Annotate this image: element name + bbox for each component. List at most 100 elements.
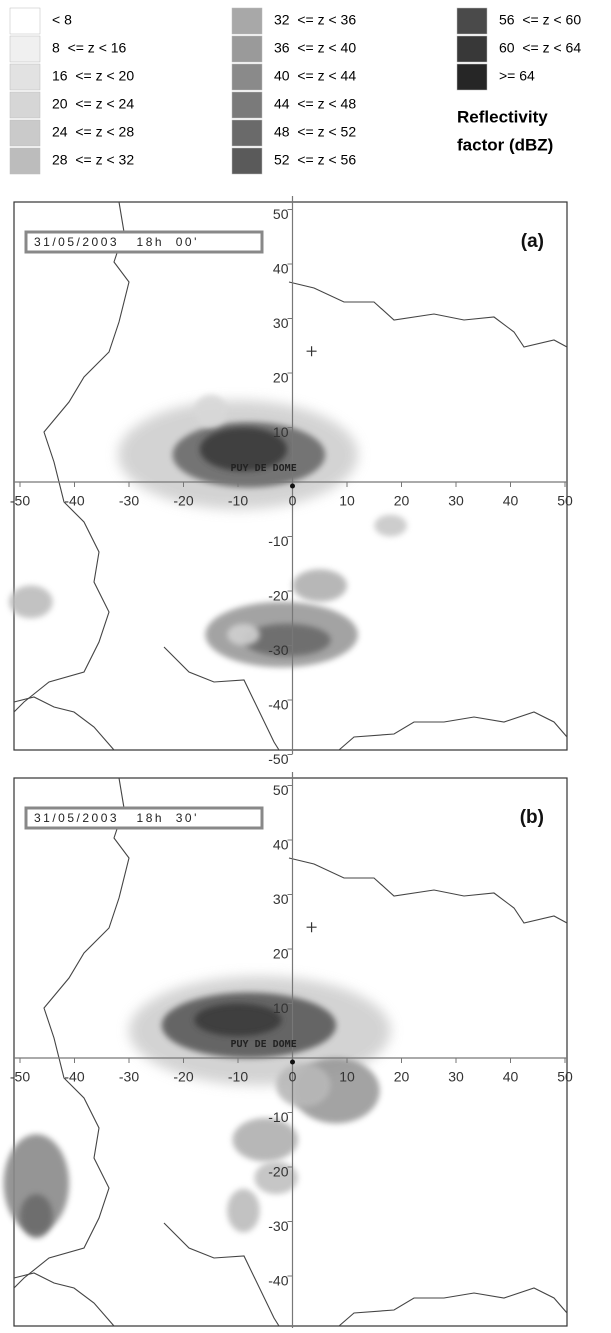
radar-panel: -50 -40 -30 -20 -10 0 10 20 30 40 50 50 40 30 20 10 -10 -… — [9, 196, 573, 767]
timestamp: 31/05/2003 18h 30' — [34, 811, 199, 825]
legend-swatch — [9, 35, 41, 63]
y-tick-label: 40 — [273, 261, 289, 277]
radar-echo — [194, 1003, 282, 1037]
x-tick-label: 40 — [503, 1069, 519, 1085]
x-tick-label: 0 — [289, 493, 297, 509]
border-line — [163, 646, 280, 751]
legend-label: 44 <= z < 48 — [274, 96, 356, 112]
legend-swatch — [9, 63, 41, 91]
y-tick-label: 50 — [273, 782, 289, 798]
x-tick-label: 30 — [448, 1069, 464, 1085]
place-name: PUY DE DOME — [231, 463, 297, 474]
x-tick-label: -10 — [228, 1069, 248, 1085]
x-tick-label: 0 — [289, 1069, 297, 1085]
radar-echo — [20, 1194, 53, 1238]
y-tick-label: -50 — [268, 751, 288, 767]
legend-swatch — [231, 91, 263, 119]
x-tick-label: -20 — [173, 1069, 193, 1085]
legend-swatch — [231, 147, 263, 175]
legend-label: >= 64 — [499, 68, 535, 84]
y-tick-label: -20 — [268, 588, 288, 604]
border-line — [338, 711, 568, 751]
y-tick-label: 30 — [273, 891, 289, 907]
border-line — [13, 1272, 115, 1327]
legend-swatch — [231, 119, 263, 147]
radar-echo — [276, 1063, 331, 1108]
legend-swatch — [9, 91, 41, 119]
panel-label: (b) — [520, 807, 544, 828]
legend-label: 28 <= z < 32 — [52, 152, 134, 168]
legend-swatch — [9, 119, 41, 147]
y-tick-label: 20 — [273, 946, 289, 962]
radar-echo — [227, 1188, 260, 1233]
x-tick-label: -50 — [10, 493, 30, 509]
radar-echo — [9, 585, 53, 619]
x-tick-label: -30 — [119, 1069, 139, 1085]
border-line — [288, 857, 568, 924]
radar-site — [290, 483, 295, 489]
radar-echo — [227, 623, 260, 646]
border-line — [288, 281, 568, 348]
x-tick-label: 20 — [394, 493, 410, 509]
legend-swatch — [231, 63, 263, 91]
y-tick-label: -30 — [268, 642, 288, 658]
y-tick-label: -10 — [268, 1109, 288, 1125]
legend-swatch — [456, 35, 488, 63]
x-tick-label: -10 — [228, 493, 248, 509]
y-tick-label: -40 — [268, 1273, 288, 1289]
legend-label: 16 <= z < 20 — [52, 68, 134, 84]
cross-marker — [306, 922, 317, 933]
legend-label: < 8 — [52, 12, 72, 28]
y-tick-label: -40 — [268, 697, 288, 713]
legend-label: 20 <= z < 24 — [52, 96, 134, 112]
x-tick-label: -30 — [119, 493, 139, 509]
radar-echo — [3, 1134, 70, 1233]
legend-label: 36 <= z < 40 — [274, 40, 356, 56]
legend-swatch — [9, 147, 41, 175]
radar-echo — [243, 623, 331, 657]
place-name: PUY DE DOME — [231, 1039, 297, 1050]
legend-swatch — [231, 7, 263, 35]
legend-label: 8 <= z < 16 — [52, 40, 127, 56]
cross-marker — [306, 346, 317, 357]
x-tick-label: 40 — [503, 493, 519, 509]
x-tick-label: 30 — [448, 493, 464, 509]
y-tick-label: 50 — [273, 206, 289, 222]
y-tick-label: 40 — [273, 837, 289, 853]
legend-swatch — [456, 7, 488, 35]
timestamp-box — [24, 230, 264, 254]
x-tick-label: -40 — [64, 1069, 84, 1085]
legend-swatch — [456, 63, 488, 91]
y-tick-label: 10 — [273, 424, 289, 440]
panel-label: (a) — [521, 231, 544, 252]
timestamp-box — [24, 806, 264, 830]
radar-echo — [254, 1161, 298, 1195]
y-tick-label: -20 — [268, 1164, 288, 1180]
x-tick-label: 50 — [557, 1069, 573, 1085]
x-tick-label: -50 — [10, 1069, 30, 1085]
legend-label: 32 <= z < 36 — [274, 12, 356, 28]
radar-echo — [194, 394, 228, 428]
radar-echo — [292, 569, 347, 602]
x-tick-label: 10 — [339, 1069, 355, 1085]
legend-label: 40 <= z < 44 — [274, 68, 356, 84]
radar-site — [290, 1059, 295, 1065]
x-tick-label: 20 — [394, 1069, 410, 1085]
radar-panel: -50 -40 -30 -20 -10 0 10 20 30 40 50 50 40 30 20 10 -10 -… — [3, 772, 573, 1333]
legend-swatch — [231, 35, 263, 63]
y-tick-label: 20 — [273, 370, 289, 386]
y-tick-label: -10 — [268, 533, 288, 549]
legend-label: 48 <= z < 52 — [274, 124, 356, 140]
legend: < 8 8 <= z < 16 16 <= z < 20 20 <= z < 24 24… — [9, 7, 581, 175]
x-tick-label: -20 — [173, 493, 193, 509]
y-tick-label: 30 — [273, 315, 289, 331]
legend-label: 60 <= z < 64 — [499, 40, 581, 56]
y-tick-label: 10 — [273, 1000, 289, 1016]
radar-echo — [199, 427, 288, 472]
legend-title: factor (dBZ) — [457, 135, 553, 154]
border-line — [338, 1287, 568, 1327]
legend-title: Reflectivity — [457, 107, 548, 126]
y-tick-label: -30 — [268, 1218, 288, 1234]
x-tick-label: -40 — [64, 493, 84, 509]
